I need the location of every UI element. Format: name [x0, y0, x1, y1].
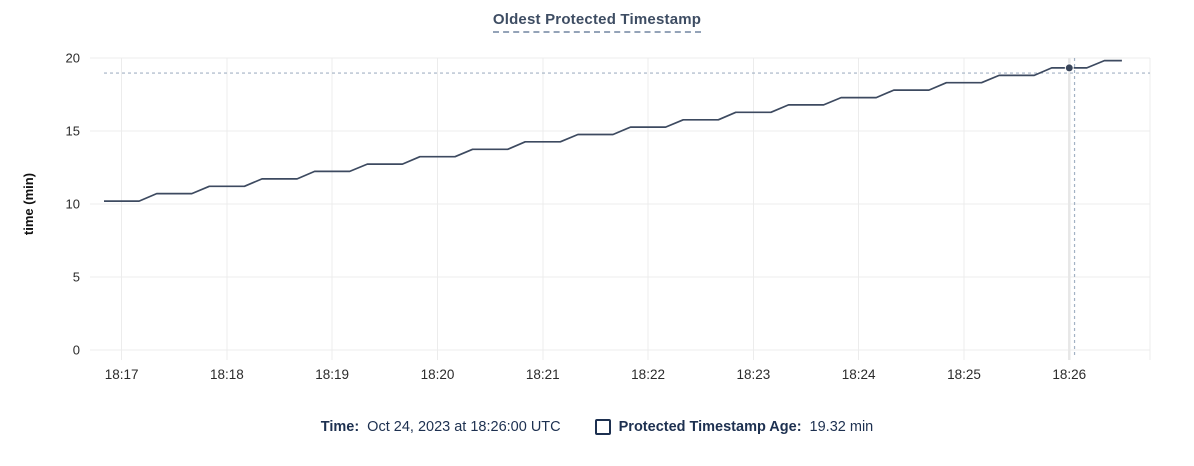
y-tick-label: 5: [73, 270, 80, 285]
chart-legend: Time: Oct 24, 2023 at 18:26:00 UTC Prote…: [0, 419, 1194, 435]
y-tick-label: 20: [66, 51, 80, 66]
series-checkbox[interactable]: [594, 419, 611, 435]
chart-header: Oldest Protected Timestamp: [0, 11, 1194, 33]
time-label: Time:: [320, 419, 360, 435]
x-tick-label: 18:23: [736, 367, 770, 382]
time-value: Oct 24, 2023 at 18:26:00 UTC: [367, 419, 561, 435]
highlighted-point-dot: [1064, 63, 1074, 73]
gridlines: [90, 57, 1151, 360]
y-tick-label: 0: [73, 343, 80, 358]
x-tick-label: 18:26: [1052, 367, 1086, 382]
x-tick-label: 18:24: [842, 367, 876, 382]
y-axis-title: time (min): [21, 173, 36, 235]
x-axis-labels: 18:17 18:18 18:19 18:20 18:21 18:22 18:23 18:24…: [105, 367, 1086, 382]
chart-title[interactable]: Oldest Protected Timestamp: [492, 11, 702, 33]
x-tick-label: 18:19: [315, 367, 349, 382]
x-tick-label: 18:18: [210, 367, 244, 382]
legend-time: Time: Oct 24, 2023 at 18:26:00 UTC: [321, 419, 561, 435]
series-value: 19.32 min: [809, 419, 874, 435]
x-tick-label: 18:21: [526, 367, 560, 382]
y-tick-label: 15: [66, 124, 80, 139]
y-axis-labels: 0 5 10 15 20: [66, 51, 80, 358]
x-tick-label: 18:25: [947, 367, 981, 382]
x-tick-label: 18:22: [631, 367, 665, 382]
y-tick-label: 10: [66, 197, 80, 212]
series-label: Protected Timestamp Age:: [618, 419, 802, 435]
x-tick-label: 18:17: [105, 367, 139, 382]
x-tick-label: 18:20: [421, 367, 455, 382]
series-line: [104, 59, 1122, 202]
legend-series-toggle[interactable]: Protected Timestamp Age: 19.32 min: [594, 419, 874, 435]
